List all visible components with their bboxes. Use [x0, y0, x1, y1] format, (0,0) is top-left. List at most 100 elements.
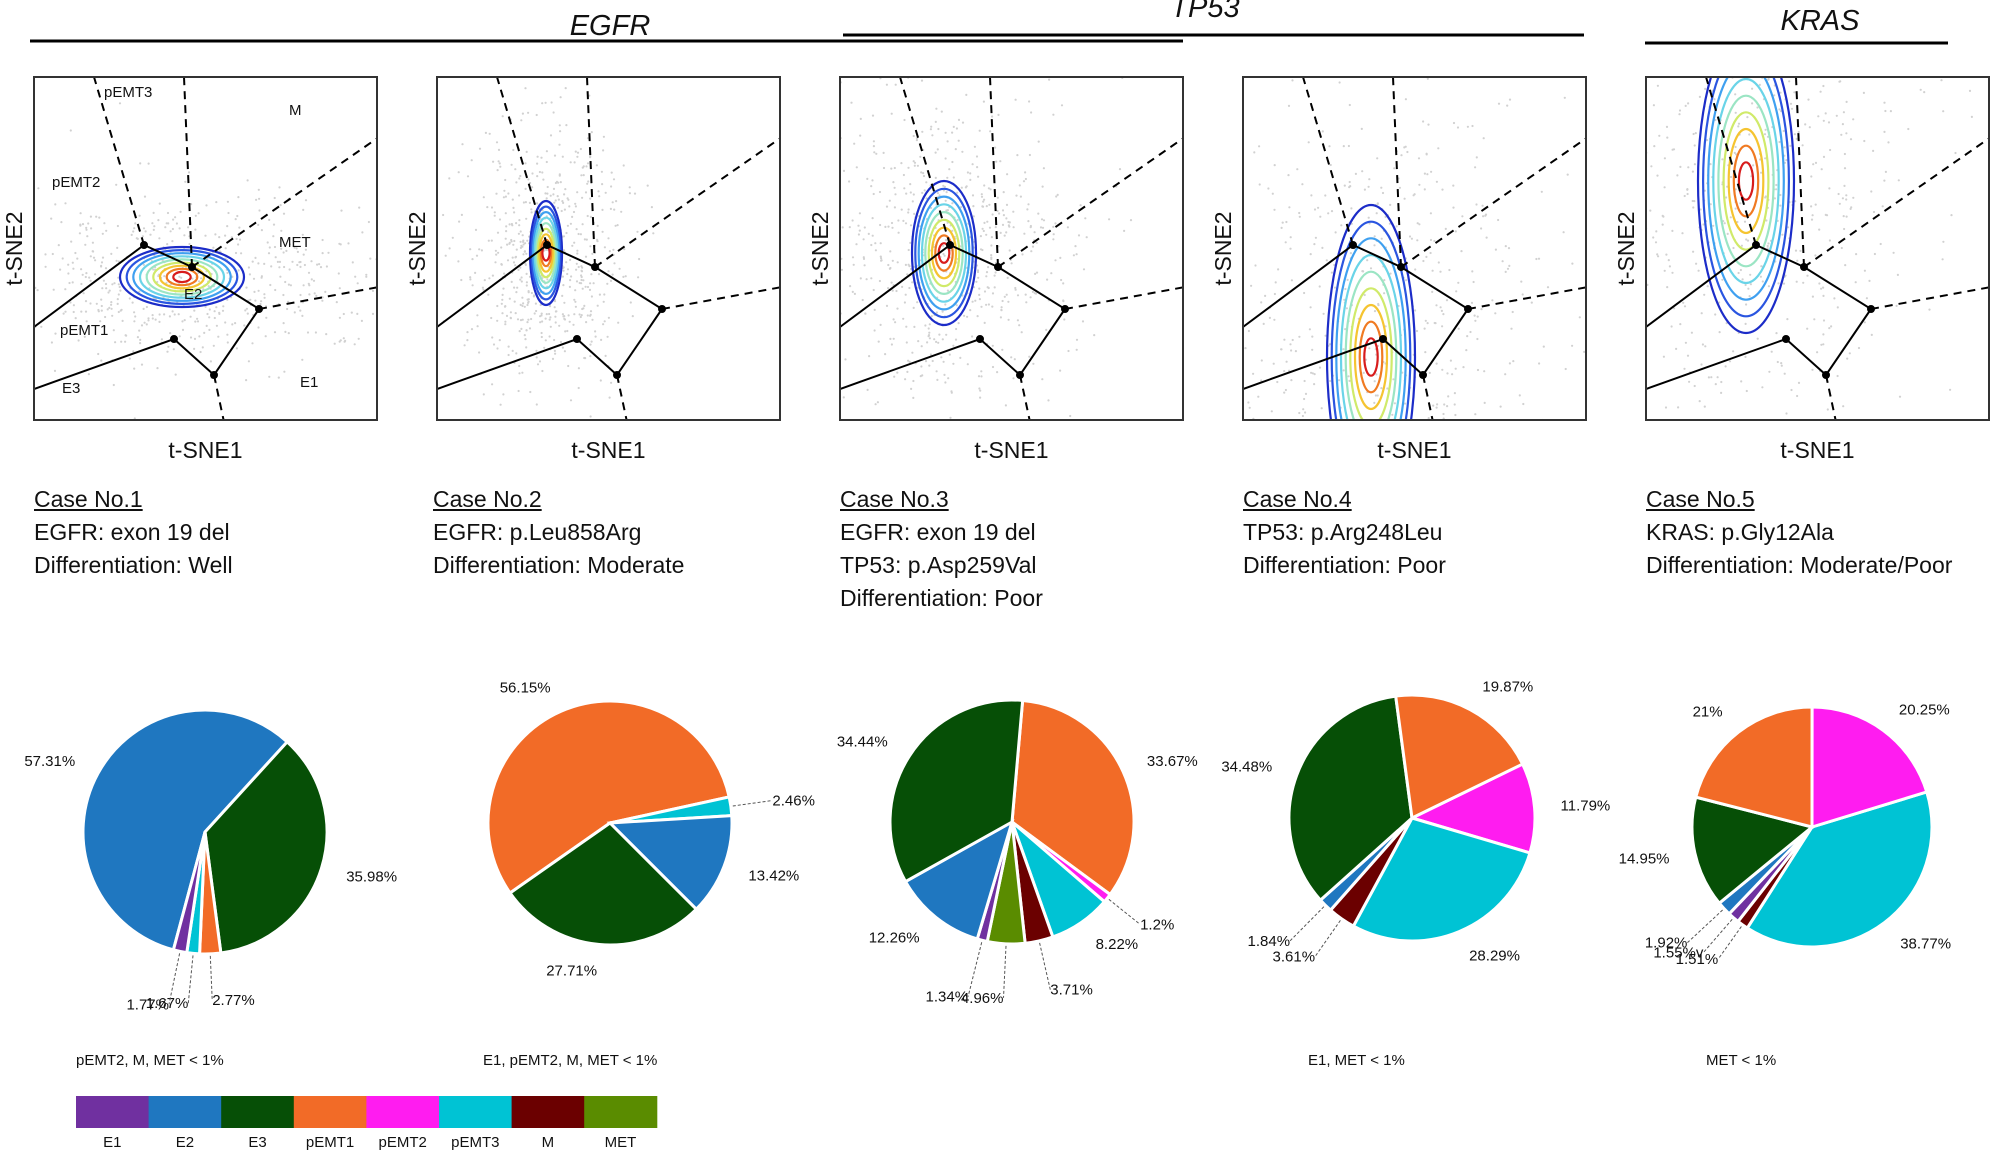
legend-swatch-pemt3	[439, 1096, 513, 1128]
pie-slice-label: 1.77%	[126, 996, 169, 1013]
gene-label-kras: KRAS	[1780, 5, 1860, 37]
pie-slice-label: 11.79%	[1561, 798, 1611, 815]
x-axis-label: t-SNE1	[168, 437, 242, 463]
pie-slice-label: 21%	[1693, 704, 1723, 721]
pie-slice-label: 8.22%	[1096, 936, 1139, 953]
pie-slice-e3	[1690, 795, 1816, 906]
label-leader-line	[1003, 945, 1007, 998]
case-detail-line: EGFR: exon 19 del	[34, 519, 230, 545]
case-info-1: Case No.1 EGFR: exon 19 del Differentiatio…	[34, 483, 233, 582]
case-info-3: Case No.3 EGFR: exon 19 del TP53: p.Asp259…	[840, 483, 1043, 615]
pie-slice-label: 28.29%	[1469, 948, 1520, 965]
pie-slice-label: 20.25%	[1899, 702, 1950, 719]
tsne-panel-2: t-SNE1 t-SNE2	[404, 76, 781, 463]
case-title: Case No.5	[1646, 486, 1755, 512]
tsne-panel-4: t-SNE1 t-SNE2	[1210, 76, 1587, 463]
region-boundaries	[34, 77, 377, 420]
pie-slice-pemt3	[1351, 816, 1532, 943]
pie-slice-label: 34.48%	[1221, 758, 1272, 775]
legend-label-e3: E3	[248, 1134, 267, 1151]
pie-chart-2: 56.15% 2.46% 13.42% 27.71%	[486, 679, 815, 979]
region-label-met: MET	[279, 234, 311, 251]
pie-slice-pemt3	[1745, 790, 1934, 949]
pie-slice-pemt1	[1693, 705, 1814, 829]
label-leader-line	[187, 955, 194, 1004]
label-leader-line	[1687, 909, 1723, 944]
legend-label-m: M	[541, 1134, 555, 1151]
case-title: Case No.3	[840, 486, 949, 512]
pie-chart-4: 11.79% 28.29% 3.61%1.84% 34.48% 19.87%	[1221, 679, 1610, 966]
region-label-pemt3: pEMT3	[104, 84, 152, 101]
minor-category-note: pEMT2, M, MET < 1%	[76, 1052, 224, 1069]
case-detail-line: Differentiation: Poor	[840, 585, 1043, 611]
pie-slice-e2	[606, 814, 734, 912]
pie-slice-label: 2.46%	[772, 793, 815, 810]
x-axis-label: t-SNE1	[1780, 437, 1854, 463]
label-leader-line	[209, 955, 213, 1000]
pie-slice-label: 1.34%	[926, 989, 969, 1006]
gene-label-egfr: EGFR	[569, 10, 651, 42]
label-leader-line	[1314, 920, 1341, 957]
label-leader-line	[168, 953, 181, 1005]
pie-chart-1: 57.31% 35.98% 2.77% 1.67%1.77%	[24, 708, 397, 1013]
legend-swatch-e2	[148, 1096, 222, 1128]
pie-slice-label: 3.61%	[1273, 949, 1316, 966]
pie-slice-pemt2	[1407, 762, 1537, 855]
pie-slice-pemt1	[1394, 693, 1525, 821]
pie-slice-label: 12.26%	[869, 930, 920, 947]
label-leader-line	[1289, 906, 1325, 942]
region-boundaries	[840, 77, 1183, 420]
gene-label-tp53: TP53	[1170, 0, 1240, 24]
minor-category-note: E1, pEMT2, M, MET < 1%	[483, 1052, 658, 1069]
case-detail-line: Differentiation: Poor	[1243, 552, 1446, 578]
pie-slice-label: 1.51%	[1676, 951, 1719, 968]
label-leader-line	[1717, 926, 1742, 960]
scatter-points	[34, 102, 377, 420]
x-axis-label: t-SNE1	[571, 437, 645, 463]
pie-slice-label: 1.2%	[1140, 916, 1174, 933]
pie-slice-label: 57.31%	[24, 753, 75, 770]
label-leader-line	[1703, 918, 1733, 953]
pie-slice-e1	[171, 831, 207, 955]
case-info-2: Case No.2 EGFR: p.Leu858Arg Differentiatio…	[433, 483, 684, 582]
legend-swatch-e1	[76, 1096, 150, 1128]
pie-slice-label: 1.92%	[1645, 935, 1688, 952]
pie-slice-label: 1.67%	[146, 995, 189, 1012]
legend-swatch-m	[511, 1096, 585, 1128]
case-title: Case No.2	[433, 486, 542, 512]
y-axis-label: t-SNE2	[1, 211, 27, 285]
pie-slice-e3	[507, 821, 699, 947]
label-leader-line	[1039, 942, 1051, 990]
legend-label-pemt1: pEMT1	[305, 1134, 355, 1151]
label-leader-line	[967, 942, 983, 997]
legend-swatch-pemt2	[366, 1096, 440, 1128]
case-title: Case No.1	[34, 486, 143, 512]
pie-slice-label: 27.71%	[546, 962, 597, 979]
legend-label-met: MET	[604, 1134, 637, 1151]
gene-group-bars	[30, 33, 1948, 45]
scatter-points	[1646, 77, 1973, 415]
region-boundaries	[1243, 77, 1586, 420]
tsne-panel-3: t-SNE1 t-SNE2	[807, 76, 1184, 463]
pie-slice-label: 3.71%	[1050, 982, 1093, 999]
region-label-pemt1: pEMT1	[60, 322, 108, 339]
x-axis-label: t-SNE1	[974, 437, 1048, 463]
pie-slice-e3	[1287, 694, 1414, 903]
minor-category-note: E1, MET < 1%	[1308, 1052, 1405, 1069]
case-detail-line: EGFR: p.Leu858Arg	[433, 519, 642, 545]
pie-slice-label: 1.84%	[1248, 933, 1291, 950]
color-legend	[76, 1096, 658, 1128]
case-detail-line: Differentiation: Moderate	[433, 552, 685, 578]
case-info-4: Case No.4 TP53: p.Arg248Leu Differentiatio…	[1243, 483, 1446, 582]
pie-slice-label: 38.77%	[1900, 935, 1951, 952]
density-contours	[1696, 77, 1796, 335]
pie-slice-label: 35.98%	[346, 868, 397, 885]
pie-slice-pemt2	[1810, 705, 1929, 830]
region-label-pemt2: pEMT2	[52, 174, 100, 191]
legend-swatch-pemt1	[293, 1096, 367, 1128]
pie-slice-label: 14.95%	[1619, 851, 1670, 868]
legend-label-pemt2: pEMT2	[378, 1134, 427, 1151]
